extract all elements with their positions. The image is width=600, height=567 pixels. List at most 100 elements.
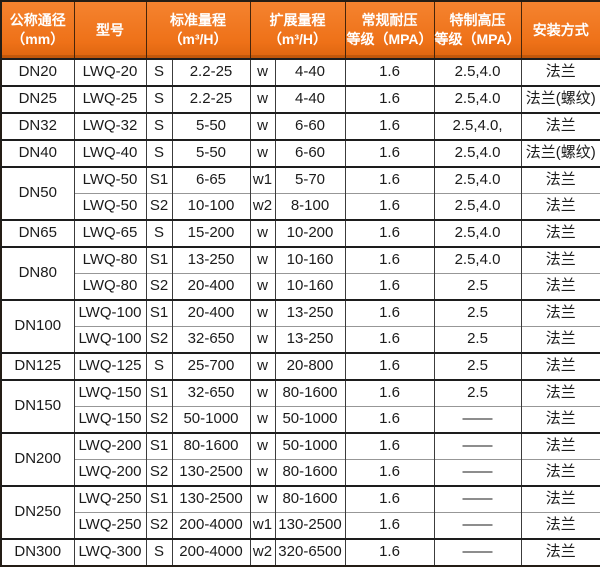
cell-model: LWQ-250 <box>73 485 147 513</box>
cell-installation: 法兰 <box>520 512 600 539</box>
cell-s-label: S1 <box>145 246 173 274</box>
cell-s-label: S1 <box>145 485 173 513</box>
cell-high-pressure: 2.5 <box>433 379 522 407</box>
cell-s-label: S2 <box>145 326 173 353</box>
cell-dn: DN32 <box>0 112 75 140</box>
table-row: DN20 LWQ-20 S 2.2-25 w 4-40 1.6 2.5,4.0 … <box>0 58 600 86</box>
cell-standard-range: 2.2-25 <box>171 58 251 86</box>
cell-standard-range: 130-2500 <box>171 485 251 513</box>
cell-normal-pressure: 1.6 <box>344 273 435 300</box>
cell-s-label: S1 <box>145 166 173 194</box>
cell-w-label: w <box>249 379 276 407</box>
table-row: LWQ-100 S2 32-650 w 13-250 1.6 2.5 法兰 <box>1 326 600 353</box>
cell-high-pressure: 2.5,4.0 <box>433 246 522 274</box>
cell-dn: DN20 <box>0 58 75 86</box>
cell-s-label: S1 <box>145 432 173 460</box>
cell-w-label: w <box>249 219 276 247</box>
table-row: DN25 LWQ-25 S 2.2-25 w 4-40 1.6 2.5,4.0 … <box>0 85 600 113</box>
cell-w-label: w2 <box>249 538 276 566</box>
cell-normal-pressure: 1.6 <box>344 406 435 433</box>
table-row: DN32 LWQ-32 S 5-50 w 6-60 1.6 2.5,4.0, 法… <box>0 112 600 140</box>
cell-s-label: S <box>145 58 173 86</box>
cell-normal-pressure: 1.6 <box>344 432 435 460</box>
cell-standard-range: 5-50 <box>171 112 251 140</box>
table-row: LWQ-250 S2 200-4000 w1 130-2500 1.6 —— 法… <box>1 512 600 539</box>
cell-extended-range: 13-250 <box>274 326 346 353</box>
cell-model: LWQ-125 <box>73 352 147 380</box>
cell-installation: 法兰 <box>520 58 600 86</box>
cell-model: LWQ-200 <box>73 432 147 460</box>
cell-normal-pressure: 1.6 <box>344 85 435 113</box>
cell-high-pressure: 2.5,4.0 <box>433 219 522 247</box>
cell-standard-range: 32-650 <box>171 326 251 353</box>
header-installation: 安装方式 <box>520 1 600 60</box>
header-nominal-diameter: 公称通径 （mm） <box>0 1 75 60</box>
cell-high-pressure: 2.5 <box>433 273 522 300</box>
cell-normal-pressure: 1.6 <box>344 246 435 274</box>
table-row: LWQ-80 S2 20-400 w 10-160 1.6 2.5 法兰 <box>1 273 600 300</box>
table-header: 公称通径 （mm） 型号 标准量程 （m³/H） 扩展量程 （m³/H） 常规耐… <box>0 1 600 60</box>
cell-s-label: S2 <box>145 512 173 539</box>
cell-high-pressure: —— <box>433 459 522 486</box>
cell-model: LWQ-50 <box>73 193 147 220</box>
cell-standard-range: 200-4000 <box>171 538 251 566</box>
cell-model: LWQ-80 <box>73 246 147 274</box>
table-row: LWQ-50 S2 10-100 w2 8-100 1.6 2.5,4.0 法兰 <box>1 193 600 220</box>
header-standard-range: 标准量程 （m³/H） <box>145 1 251 60</box>
cell-w-label: w2 <box>249 193 276 220</box>
cell-installation: 法兰 <box>520 485 600 513</box>
cell-dn: DN300 <box>0 538 75 566</box>
cell-w-label: w <box>249 406 276 433</box>
cell-model: LWQ-100 <box>73 326 147 353</box>
cell-standard-range: 10-100 <box>171 193 251 220</box>
cell-normal-pressure: 1.6 <box>344 58 435 86</box>
cell-standard-range: 15-200 <box>171 219 251 247</box>
cell-model: LWQ-65 <box>73 219 147 247</box>
cell-high-pressure: 2.5,4.0 <box>433 85 522 113</box>
cell-standard-range: 2.2-25 <box>171 85 251 113</box>
header-normal-pressure: 常规耐压 等级（MPA） <box>344 1 435 60</box>
cell-model: LWQ-200 <box>73 459 147 486</box>
cell-high-pressure: —— <box>433 485 522 513</box>
cell-s-label: S <box>145 85 173 113</box>
cell-s-label: S1 <box>145 299 173 327</box>
cell-installation: 法兰 <box>520 379 600 407</box>
cell-w-label: w <box>249 326 276 353</box>
cell-model: LWQ-150 <box>73 379 147 407</box>
cell-normal-pressure: 1.6 <box>344 326 435 353</box>
cell-extended-range: 10-160 <box>274 273 346 300</box>
cell-extended-range: 10-200 <box>274 219 346 247</box>
cell-s-label: S <box>145 352 173 380</box>
cell-normal-pressure: 1.6 <box>344 193 435 220</box>
cell-w-label: w1 <box>249 166 276 194</box>
cell-extended-range: 20-800 <box>274 352 346 380</box>
cell-dn: DN25 <box>0 85 75 113</box>
cell-s-label: S2 <box>145 193 173 220</box>
cell-w-label: w <box>249 85 276 113</box>
cell-s-label: S2 <box>145 273 173 300</box>
cell-high-pressure: 2.5,4.0 <box>433 166 522 194</box>
cell-installation: 法兰 <box>520 459 600 486</box>
cell-w-label: w <box>249 139 276 167</box>
header-high-pressure: 特制高压 等级（MPA） <box>433 1 522 60</box>
table-row: DN125 LWQ-125 S 25-700 w 20-800 1.6 2.5 … <box>0 352 600 380</box>
cell-installation: 法兰 <box>520 193 600 220</box>
table-row: DN300 LWQ-300 S 200-4000 w2 320-6500 1.6… <box>0 538 600 566</box>
cell-high-pressure: 2.5 <box>433 326 522 353</box>
cell-high-pressure: 2.5,4.0, <box>433 112 522 140</box>
cell-installation: 法兰 <box>520 352 600 380</box>
cell-model: LWQ-150 <box>73 406 147 433</box>
cell-standard-range: 13-250 <box>171 246 251 274</box>
cell-extended-range: 4-40 <box>274 85 346 113</box>
cell-dn: DN65 <box>0 219 75 247</box>
cell-model: LWQ-50 <box>73 166 147 194</box>
cell-extended-range: 4-40 <box>274 58 346 86</box>
header-model: 型号 <box>73 1 147 60</box>
cell-s-label: S2 <box>145 406 173 433</box>
cell-installation: 法兰 <box>520 219 600 247</box>
cell-installation: 法兰(螺纹) <box>520 139 600 167</box>
cell-standard-range: 80-1600 <box>171 432 251 460</box>
cell-extended-range: 80-1600 <box>274 459 346 486</box>
cell-w-label: w <box>249 299 276 327</box>
cell-s-label: S <box>145 219 173 247</box>
